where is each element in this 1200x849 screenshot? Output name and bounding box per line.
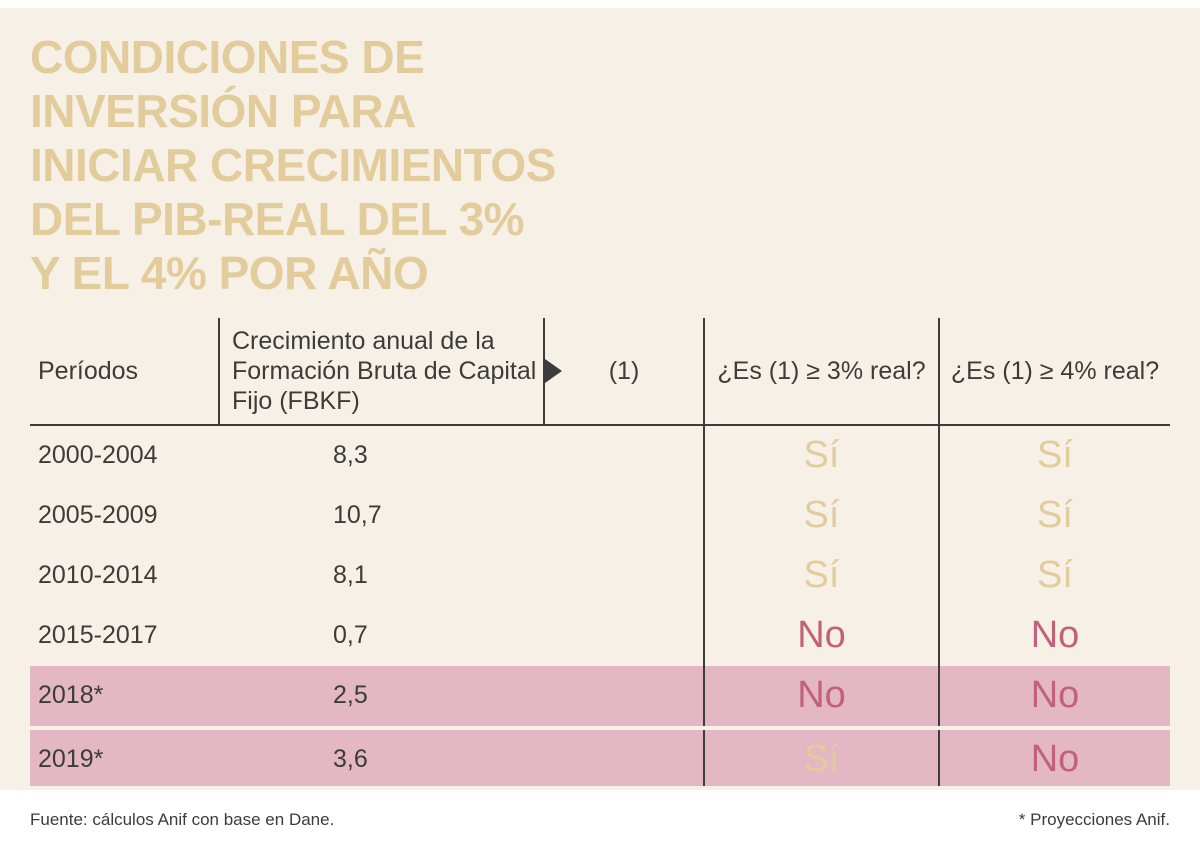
- ge3-answer-cell: Sí: [705, 426, 940, 486]
- ge4-answer-cell: No: [1030, 738, 1080, 780]
- footer-source: Fuente: cálculos Anif con base en Dane.: [30, 809, 335, 829]
- ge4-answer-cell: Sí: [1037, 554, 1073, 596]
- fbkf-value-cell: 8,3: [333, 441, 368, 469]
- ge3-answer-cell: Sí: [705, 730, 940, 786]
- fbkf-value-cell: 10,7: [333, 501, 382, 529]
- fbkf-value-cell: 8,1: [333, 561, 368, 589]
- col1-spacer-cell: [545, 486, 705, 546]
- table-row: 2010-2014 8,1 Sí Sí: [30, 546, 1170, 606]
- col1-spacer-cell: [545, 546, 705, 606]
- ge4-answer-cell: Sí: [1037, 494, 1073, 536]
- right-arrow-icon: [545, 359, 562, 383]
- ge4-answer-cell: Sí: [1037, 434, 1073, 476]
- col1-spacer-cell: [545, 730, 705, 786]
- table-row: 2018* 2,5 No No: [30, 666, 1170, 726]
- col1-spacer-cell: [545, 426, 705, 486]
- col-header-fbkf: Crecimiento anual de la Formación Bruta …: [220, 318, 545, 424]
- fbkf-value-cell: 0,7: [333, 621, 368, 649]
- ge3-answer-cell: Sí: [705, 486, 940, 546]
- infographic-panel: CONDICIONES DE INVERSIÓN PARA INICIAR CR…: [0, 8, 1200, 790]
- table-body: 2000-2004 8,3 Sí Sí 2005-2009 10,7 Sí Sí 2010-20…: [30, 426, 1170, 786]
- ge3-answer-cell: No: [705, 606, 940, 666]
- table-header-row: Períodos Crecimiento anual de la Formaci…: [30, 318, 1170, 426]
- col-header-periodos: Períodos: [30, 318, 220, 424]
- table-row: 2019* 3,6 Sí No: [30, 726, 1170, 786]
- period-cell: 2005-2009: [38, 501, 158, 529]
- col-header-ge3: ¿Es (1) ≥ 3% real?: [705, 318, 940, 424]
- table-row: 2000-2004 8,3 Sí Sí: [30, 426, 1170, 486]
- table-row: 2005-2009 10,7 Sí Sí: [30, 486, 1170, 546]
- data-table: Períodos Crecimiento anual de la Formaci…: [30, 318, 1170, 786]
- table-row: 2015-2017 0,7 No No: [30, 606, 1170, 666]
- col-header-1-label: (1): [608, 356, 640, 385]
- period-cell: 2010-2014: [38, 561, 158, 589]
- col-header-ge4: ¿Es (1) ≥ 4% real?: [950, 356, 1160, 385]
- period-cell: 2015-2017: [38, 621, 158, 649]
- ge4-answer-cell: No: [1030, 674, 1080, 716]
- period-cell: 2000-2004: [38, 441, 158, 469]
- fbkf-value-cell: 2,5: [333, 681, 368, 709]
- period-cell: 2018*: [38, 681, 104, 709]
- col1-spacer-cell: [545, 666, 705, 726]
- col1-spacer-cell: [545, 606, 705, 666]
- period-cell: 2019*: [38, 745, 104, 773]
- page-title: CONDICIONES DE INVERSIÓN PARA INICIAR CR…: [30, 31, 556, 299]
- footer: Fuente: cálculos Anif con base en Dane. …: [0, 790, 1200, 849]
- ge3-answer-cell: No: [705, 666, 940, 726]
- col-header-1: (1): [545, 318, 705, 424]
- footer-note: * Proyecciones Anif.: [1018, 809, 1170, 829]
- ge3-answer-cell: Sí: [705, 546, 940, 606]
- ge4-answer-cell: No: [1030, 614, 1080, 656]
- fbkf-value-cell: 3,6: [333, 745, 368, 773]
